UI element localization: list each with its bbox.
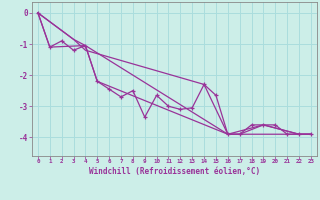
X-axis label: Windchill (Refroidissement éolien,°C): Windchill (Refroidissement éolien,°C): [89, 167, 260, 176]
